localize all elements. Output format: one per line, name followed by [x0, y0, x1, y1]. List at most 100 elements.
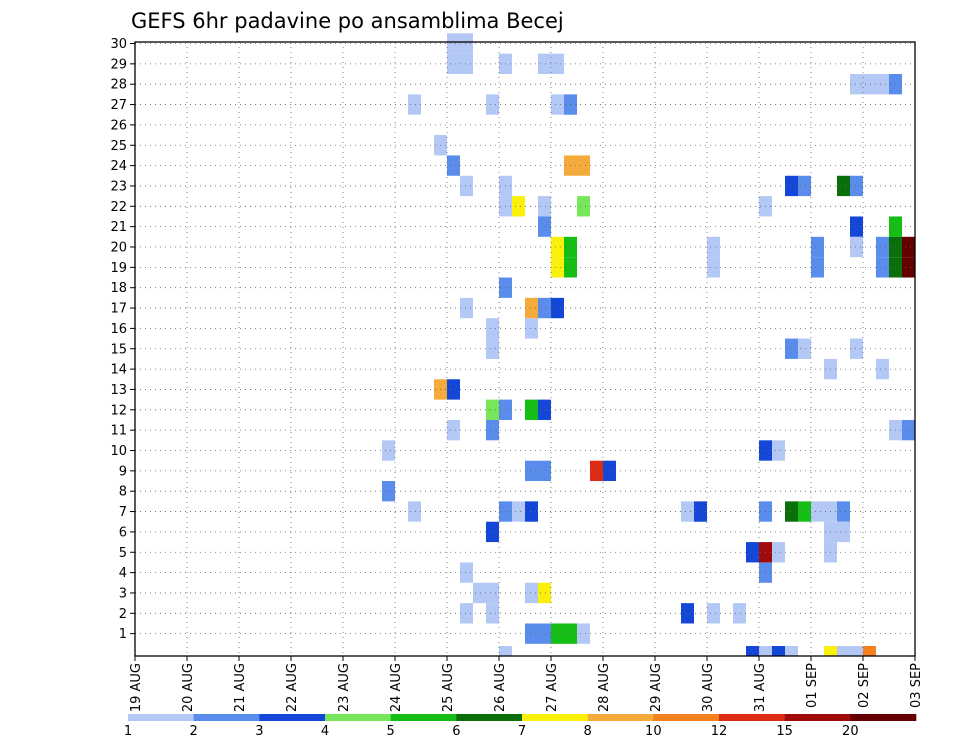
heatmap-cell: [733, 603, 746, 624]
y-tick-label: 17: [110, 302, 127, 317]
heatmap-cell: [759, 646, 772, 656]
legend-level-label: 15: [776, 724, 793, 739]
heatmap-cell: [902, 236, 915, 258]
heatmap-cell: [798, 175, 811, 197]
y-tick-label: 20: [110, 241, 127, 256]
heatmap-cell: [486, 582, 499, 604]
heatmap-cell: [603, 460, 616, 482]
heatmap-cell: [850, 646, 863, 656]
heatmap-cell: [863, 646, 876, 656]
x-tick-label: 26 AUG: [493, 663, 508, 712]
heatmap-cell: [551, 94, 564, 115]
heatmap-cell: [486, 94, 499, 115]
heatmap-cell: [382, 481, 395, 502]
y-tick-label: 7: [119, 505, 127, 520]
heatmap-cell: [473, 582, 486, 604]
y-tick-label: 12: [110, 403, 127, 418]
heatmap-cell: [577, 155, 590, 176]
heatmap-cell: [772, 646, 785, 656]
y-tick-label: 8: [119, 485, 127, 500]
heatmap-cell: [785, 646, 798, 656]
legend-swatch: [522, 714, 588, 721]
heatmap-cell: [408, 501, 421, 522]
heatmap-cell: [772, 542, 785, 563]
heatmap-cell: [863, 74, 876, 95]
heatmap-cell: [486, 521, 499, 543]
heatmap-cell: [850, 236, 863, 258]
heatmap-cell: [811, 501, 824, 522]
heatmap-cell: [590, 460, 603, 482]
chart-title: GEFS 6hr padavine po ansamblima Becej: [131, 9, 564, 33]
heatmap-cell: [382, 440, 395, 461]
heatmap-cell: [824, 646, 837, 656]
heatmap-cell: [850, 216, 863, 237]
heatmap-cell: [876, 74, 889, 95]
heatmap-cell: [447, 155, 460, 176]
heatmap-cell: [902, 257, 915, 278]
heatmap-cell: [876, 358, 889, 380]
legend-swatch: [850, 714, 917, 721]
legend-level-label: 8: [584, 724, 592, 739]
legend-swatch: [390, 714, 457, 721]
heatmap-cell: [525, 460, 538, 482]
heatmap-cell: [525, 582, 538, 604]
y-tick-label: 2: [119, 607, 127, 622]
heatmap-cell: [525, 623, 538, 644]
heatmap-cell: [525, 501, 538, 522]
y-tick-label: 3: [119, 586, 127, 601]
heatmap-cell: [707, 257, 720, 278]
heatmap-cell: [876, 257, 889, 278]
x-tick-label: 31 AUG: [753, 663, 768, 712]
heatmap-cell: [486, 318, 499, 339]
heatmap-cell: [577, 623, 590, 644]
legend-level-label: 10: [645, 724, 662, 739]
y-tick-label: 18: [110, 281, 127, 296]
heatmap-cell: [460, 175, 473, 197]
heatmap-cell: [772, 440, 785, 461]
heatmap-cell: [460, 562, 473, 583]
heatmap-cell: [551, 53, 564, 75]
y-tick-label: 23: [110, 179, 127, 194]
heatmap-cell: [850, 175, 863, 197]
legend-level-label: 5: [387, 724, 395, 739]
legend-swatch: [587, 714, 654, 721]
y-tick-label: 25: [110, 139, 127, 154]
heatmap-cell: [837, 646, 850, 656]
y-tick-label: 16: [110, 322, 127, 337]
x-tick-label: 22 AUG: [285, 663, 300, 712]
legend-swatch: [456, 714, 523, 721]
legend-level-label: 1: [124, 724, 132, 739]
heatmap-cell: [902, 419, 915, 441]
y-tick-label: 10: [110, 444, 127, 459]
heatmap-cell: [460, 33, 473, 54]
legend-swatch: [784, 714, 851, 721]
y-tick-label: 30: [110, 37, 127, 52]
legend-level-label: 12: [711, 724, 728, 739]
y-tick-label: 4: [119, 566, 127, 581]
heatmap-cell: [499, 646, 512, 656]
y-axis: 1234567891011121314151617181920212223242…: [110, 37, 135, 642]
heatmap-cell: [785, 338, 798, 359]
heatmap-cell: [551, 257, 564, 278]
legend-level-label: 2: [190, 724, 198, 739]
legend-swatch: [325, 714, 391, 721]
legend-level-label: 6: [452, 724, 460, 739]
heatmap-cell: [486, 338, 499, 359]
heatmap-cell: [577, 196, 590, 217]
x-tick-label: 29 AUG: [649, 663, 664, 712]
heatmap-cell: [837, 175, 850, 197]
heatmap-cell: [707, 603, 720, 624]
x-axis: 19 AUG 20 AUG 21 AUG 22 AUG 23 AUG 24 AUG 25 A…: [129, 656, 924, 712]
heatmap-cell: [551, 297, 564, 319]
legend-swatch: [653, 714, 720, 721]
heatmap-cell: [486, 419, 499, 441]
legend-swatch: [259, 714, 326, 721]
heatmap-cell: [538, 196, 551, 217]
heatmap-cell: [538, 623, 551, 644]
heatmap-cell: [681, 501, 694, 522]
heatmap-cell: [798, 338, 811, 359]
heatmap-cell: [512, 196, 525, 217]
heatmap-cell: [525, 399, 538, 420]
